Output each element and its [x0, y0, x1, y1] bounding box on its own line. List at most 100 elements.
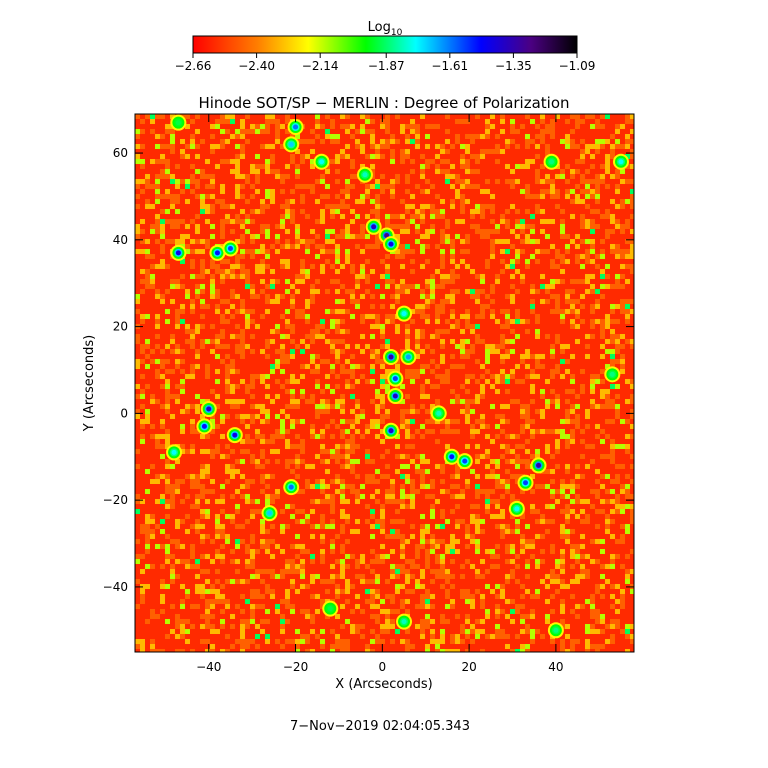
- heatmap-cell: [165, 319, 170, 324]
- heatmap-cell: [380, 359, 385, 364]
- heatmap-cell: [380, 394, 385, 399]
- heatmap-cell: [290, 329, 295, 334]
- heatmap-cell: [260, 264, 265, 269]
- heatmap-cell: [440, 144, 445, 149]
- heatmap-cell: [245, 274, 250, 279]
- heatmap-cell: [370, 139, 375, 144]
- heatmap-cell: [190, 404, 195, 409]
- heatmap-cell: [410, 559, 415, 564]
- heatmap-cell: [620, 354, 625, 359]
- heatmap-cell: [450, 574, 455, 579]
- heatmap-cell: [380, 384, 385, 389]
- heatmap-cell: [590, 379, 595, 384]
- heatmap-cell: [290, 294, 295, 299]
- heatmap-cell: [435, 544, 440, 549]
- heatmap-cell: [465, 389, 470, 394]
- heatmap-cell: [445, 239, 450, 244]
- heatmap-cell: [365, 454, 370, 459]
- heatmap-cell: [315, 609, 320, 614]
- heatmap-cell: [320, 539, 325, 544]
- heatmap-cell: [170, 299, 175, 304]
- heatmap-cell: [550, 129, 555, 134]
- heatmap-cell: [180, 219, 185, 224]
- heatmap-cell: [285, 359, 290, 364]
- heatmap-cell: [595, 524, 600, 529]
- heatmap-cell: [280, 569, 285, 574]
- heatmap-cell: [515, 519, 520, 524]
- heatmap-cell: [235, 259, 240, 264]
- heatmap-cell: [510, 474, 515, 479]
- heatmap-cell: [380, 274, 385, 279]
- heatmap-cell: [410, 269, 415, 274]
- heatmap-cell: [185, 404, 190, 409]
- heatmap-cell: [315, 379, 320, 384]
- heatmap-cell: [405, 224, 410, 229]
- heatmap-cell: [465, 379, 470, 384]
- heatmap-cell: [500, 269, 505, 274]
- heatmap-cell: [495, 554, 500, 559]
- heatmap-cell: [315, 434, 320, 439]
- heatmap-cell: [245, 199, 250, 204]
- heatmap-cell: [515, 554, 520, 559]
- heatmap-cell: [265, 634, 270, 639]
- heatmap-cell: [470, 184, 475, 189]
- heatmap-cell: [170, 114, 175, 119]
- heatmap-cell: [420, 114, 425, 119]
- heatmap-cell: [240, 219, 245, 224]
- heatmap-cell: [615, 169, 620, 174]
- heatmap-cell: [610, 634, 615, 639]
- heatmap-cell: [495, 349, 500, 354]
- heatmap-cell: [330, 549, 335, 554]
- heatmap-cell: [305, 344, 310, 349]
- heatmap-cell: [210, 599, 215, 604]
- heatmap-cell: [170, 194, 175, 199]
- heatmap-cell: [245, 479, 250, 484]
- polarization-feature-core: [553, 627, 559, 633]
- heatmap-cell: [490, 384, 495, 389]
- heatmap-cell: [335, 329, 340, 334]
- heatmap-cell: [215, 404, 220, 409]
- heatmap-cell: [595, 509, 600, 514]
- heatmap-cell: [400, 484, 405, 489]
- heatmap-cell: [370, 599, 375, 604]
- heatmap-cell: [140, 419, 145, 424]
- heatmap-cell: [565, 494, 570, 499]
- polarization-feature-core: [227, 246, 233, 251]
- heatmap-cell: [580, 474, 585, 479]
- heatmap-cell: [190, 544, 195, 549]
- heatmap-cell: [315, 499, 320, 504]
- heatmap-cell: [225, 479, 230, 484]
- heatmap-cell: [590, 319, 595, 324]
- heatmap-cell: [225, 159, 230, 164]
- heatmap-cell: [475, 529, 480, 534]
- heatmap-cell: [240, 349, 245, 354]
- heatmap-cell: [195, 394, 200, 399]
- heatmap-cell: [275, 224, 280, 229]
- heatmap-cell: [330, 209, 335, 214]
- heatmap-cell: [300, 314, 305, 319]
- heatmap-cell: [230, 404, 235, 409]
- heatmap-cell: [380, 554, 385, 559]
- heatmap-cell: [550, 194, 555, 199]
- heatmap-cell: [320, 599, 325, 604]
- heatmap-cell: [400, 534, 405, 539]
- polarization-feature-core: [392, 393, 398, 399]
- heatmap-cell: [530, 139, 535, 144]
- heatmap-cell: [575, 484, 580, 489]
- heatmap-cell: [590, 154, 595, 159]
- heatmap-cell: [620, 599, 625, 604]
- heatmap-cell: [570, 354, 575, 359]
- heatmap-cell: [260, 204, 265, 209]
- heatmap-cell: [460, 409, 465, 414]
- heatmap-cell: [145, 114, 150, 119]
- heatmap-cell: [430, 429, 435, 434]
- heatmap-cell: [590, 629, 595, 634]
- heatmap-cell: [595, 404, 600, 409]
- heatmap-cell: [400, 129, 405, 134]
- heatmap-cell: [300, 544, 305, 549]
- heatmap-cell: [445, 149, 450, 154]
- heatmap-cell: [135, 204, 140, 209]
- heatmap-cell: [565, 634, 570, 639]
- heatmap-cell: [135, 539, 140, 544]
- heatmap-cell: [160, 649, 165, 652]
